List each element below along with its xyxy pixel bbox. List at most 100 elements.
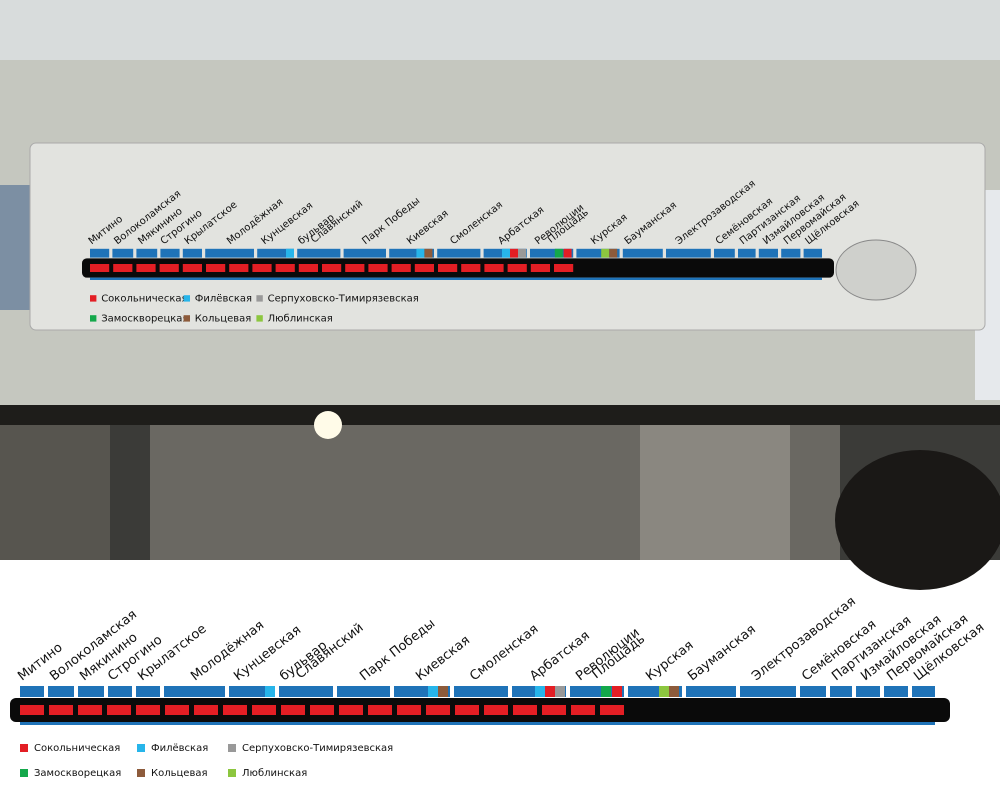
- lamp: [314, 411, 342, 439]
- legend-label: Сокольническая: [101, 293, 187, 304]
- station-block: [20, 686, 44, 697]
- legend-swatch: [90, 315, 97, 322]
- transfer: [438, 686, 448, 697]
- legend-swatch: [183, 315, 190, 322]
- light: [20, 705, 44, 715]
- station-block: [570, 686, 624, 697]
- station-block: [229, 686, 275, 697]
- light: [571, 705, 595, 715]
- light: [252, 264, 272, 272]
- station-block: [343, 248, 386, 258]
- light: [484, 264, 504, 272]
- legend-label: Люблинская: [242, 768, 307, 779]
- legend-label: Филёвская: [151, 743, 208, 754]
- transfer: [265, 686, 275, 697]
- station-block: [279, 686, 333, 697]
- light: [281, 705, 305, 715]
- light: [310, 705, 334, 715]
- station-block: [182, 248, 202, 258]
- panel: [29, 142, 986, 331]
- transfer: [545, 686, 555, 697]
- light: [542, 705, 566, 715]
- transfer: [601, 248, 610, 258]
- light: [414, 264, 434, 272]
- light: [229, 264, 249, 272]
- light: [507, 264, 527, 272]
- station-block: [781, 248, 801, 258]
- light: [78, 705, 102, 715]
- light: [194, 705, 218, 715]
- light: [397, 705, 421, 715]
- light: [159, 264, 179, 272]
- light: [275, 264, 295, 272]
- station-block: [740, 686, 796, 697]
- station-block: [394, 686, 450, 697]
- light: [136, 705, 160, 715]
- light: [90, 264, 110, 272]
- station-block: [714, 248, 735, 258]
- station-block: [78, 686, 104, 697]
- light: [368, 705, 392, 715]
- station-block: [90, 248, 110, 258]
- light: [438, 264, 458, 272]
- legend-swatch: [228, 744, 236, 752]
- light: [368, 264, 388, 272]
- legend-swatch: [256, 295, 263, 302]
- line-map: МитиноВолоколамскаяМякининоСтрогиноКрыла…: [10, 594, 987, 779]
- light: [600, 705, 624, 715]
- station-block: [686, 686, 736, 697]
- legend-swatch: [20, 769, 28, 777]
- light: [554, 264, 574, 272]
- station-block: [758, 248, 778, 258]
- light: [165, 705, 189, 715]
- transfer: [428, 686, 438, 697]
- transfer: [659, 686, 669, 697]
- light: [223, 705, 247, 715]
- light: [461, 264, 481, 272]
- station-block: [297, 248, 341, 258]
- light: [455, 705, 479, 715]
- light: [339, 705, 363, 715]
- station-block: [160, 248, 180, 258]
- transfer: [502, 248, 510, 258]
- station-block: [628, 686, 682, 697]
- station-block: [108, 686, 132, 697]
- light: [345, 264, 365, 272]
- speaker: [835, 239, 917, 301]
- transfer: [286, 248, 294, 258]
- legend-label: Серпуховско-Тимирязевская: [268, 293, 419, 304]
- transfer: [416, 248, 425, 258]
- light: [252, 705, 276, 715]
- light: [513, 705, 537, 715]
- light: [136, 264, 156, 272]
- transfer: [424, 248, 433, 258]
- light: [206, 264, 226, 272]
- transfer: [601, 686, 611, 697]
- light: [426, 705, 450, 715]
- legend-swatch: [90, 295, 97, 302]
- light: [484, 705, 508, 715]
- bar-underline: [20, 722, 935, 725]
- station-block: [738, 248, 756, 258]
- transfer: [669, 686, 679, 697]
- station-block: [803, 248, 822, 258]
- station-block: [454, 686, 508, 697]
- station-block: [622, 248, 663, 258]
- station-block: [257, 248, 294, 258]
- light: [49, 705, 73, 715]
- station-block: [164, 686, 225, 697]
- station-block: [576, 248, 620, 258]
- transfer: [563, 248, 572, 258]
- station-block: [666, 248, 711, 258]
- legend-label: Люблинская: [268, 313, 333, 324]
- station-block: [884, 686, 908, 697]
- transfer: [554, 248, 563, 258]
- track-bar: [82, 258, 834, 278]
- station-block: [205, 248, 254, 258]
- light: [298, 264, 318, 272]
- transfer: [535, 686, 545, 697]
- photo: МитиноВолоколамскаяМякининоСтрогиноКрыла…: [0, 0, 1000, 590]
- legend-label: Кольцевая: [195, 313, 252, 324]
- legend-label: Сокольническая: [34, 743, 120, 754]
